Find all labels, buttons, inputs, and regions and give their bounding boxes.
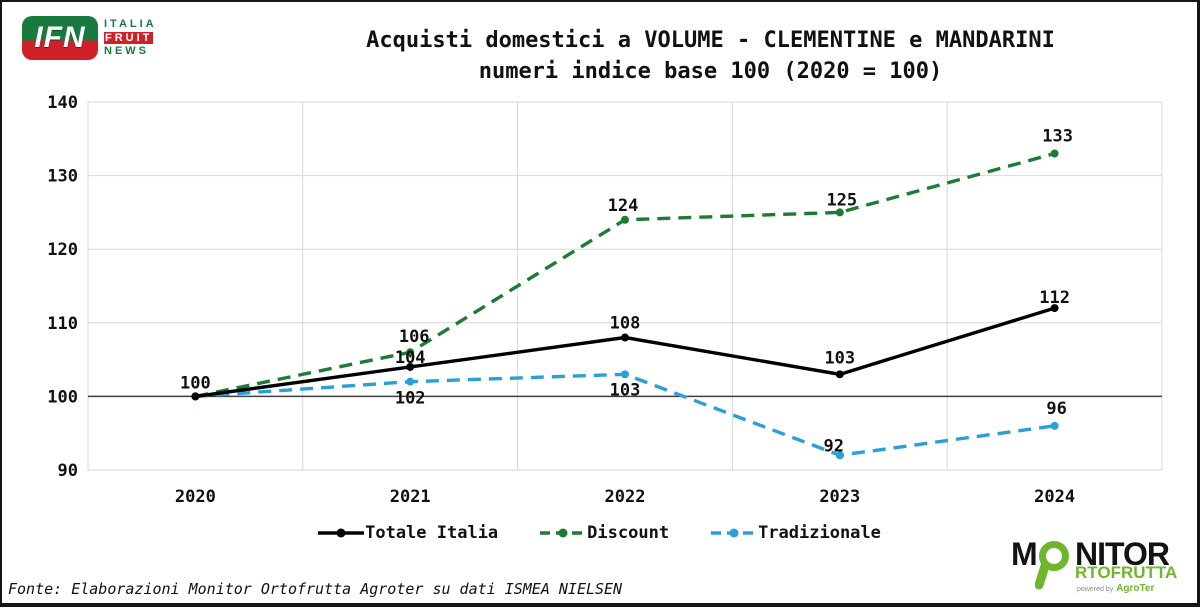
y-tick-label: 120 xyxy=(47,240,78,260)
data-label: 100 xyxy=(180,373,211,393)
data-point xyxy=(621,370,629,378)
data-point xyxy=(621,216,629,224)
legend-label: Discount xyxy=(587,523,669,543)
data-label: 112 xyxy=(1039,288,1070,308)
monitor-ortofrutta-logo: M NITOR RTOFRUTTA powered by AgroTer xyxy=(1011,540,1183,596)
data-point xyxy=(191,392,199,400)
x-tick-label: 2021 xyxy=(390,487,431,507)
y-tick-label: 110 xyxy=(47,314,78,334)
data-point xyxy=(621,334,629,342)
data-label: 125 xyxy=(826,190,857,210)
x-tick-label: 2020 xyxy=(175,487,216,507)
data-label: 108 xyxy=(610,314,641,334)
series-line-discount xyxy=(195,154,1054,397)
legend-label: Tradizionale xyxy=(758,523,881,543)
x-tick-label: 2023 xyxy=(819,487,860,507)
data-label: 103 xyxy=(824,348,855,368)
legend-item-tradizionale: Tradizionale xyxy=(711,523,881,543)
data-point xyxy=(1051,422,1059,430)
monitor-letter-m: M xyxy=(1011,536,1037,573)
legend-marker-icon xyxy=(711,527,757,539)
monitor-powered-by: powered by AgroTer xyxy=(1077,583,1154,594)
legend-marker-icon xyxy=(318,527,364,539)
data-label: 92 xyxy=(824,436,844,456)
y-tick-label: 90 xyxy=(58,461,78,481)
legend-label: Totale Italia xyxy=(365,523,498,543)
magnifier-icon xyxy=(1035,540,1073,596)
y-tick-label: 100 xyxy=(47,387,78,407)
data-label: 103 xyxy=(610,380,641,400)
data-point xyxy=(1051,150,1059,158)
x-tick-label: 2024 xyxy=(1034,487,1075,507)
y-tick-label: 130 xyxy=(47,167,78,187)
powered-by-text: powered by xyxy=(1077,586,1113,593)
agroter-brand: AgroTer xyxy=(1116,583,1154,594)
data-label: 96 xyxy=(1046,399,1066,419)
legend-marker-icon xyxy=(540,527,586,539)
monitor-letters-rtofrutta: RTOFRUTTA xyxy=(1075,563,1177,583)
data-point xyxy=(406,378,414,386)
legend-item-discount: Discount xyxy=(540,523,669,543)
y-tick-label: 140 xyxy=(47,93,78,113)
data-label: 104 xyxy=(395,348,426,368)
gridlines xyxy=(88,102,1162,470)
data-point xyxy=(836,370,844,378)
x-tick-label: 2022 xyxy=(605,487,646,507)
data-label: 102 xyxy=(395,389,426,409)
data-label: 133 xyxy=(1042,127,1073,147)
source-note: Fonte: Elaborazioni Monitor Ortofrutta A… xyxy=(8,580,622,598)
data-label: 124 xyxy=(608,196,639,216)
legend-item-totale-italia: Totale Italia xyxy=(318,523,498,543)
data-label: 106 xyxy=(399,327,430,347)
